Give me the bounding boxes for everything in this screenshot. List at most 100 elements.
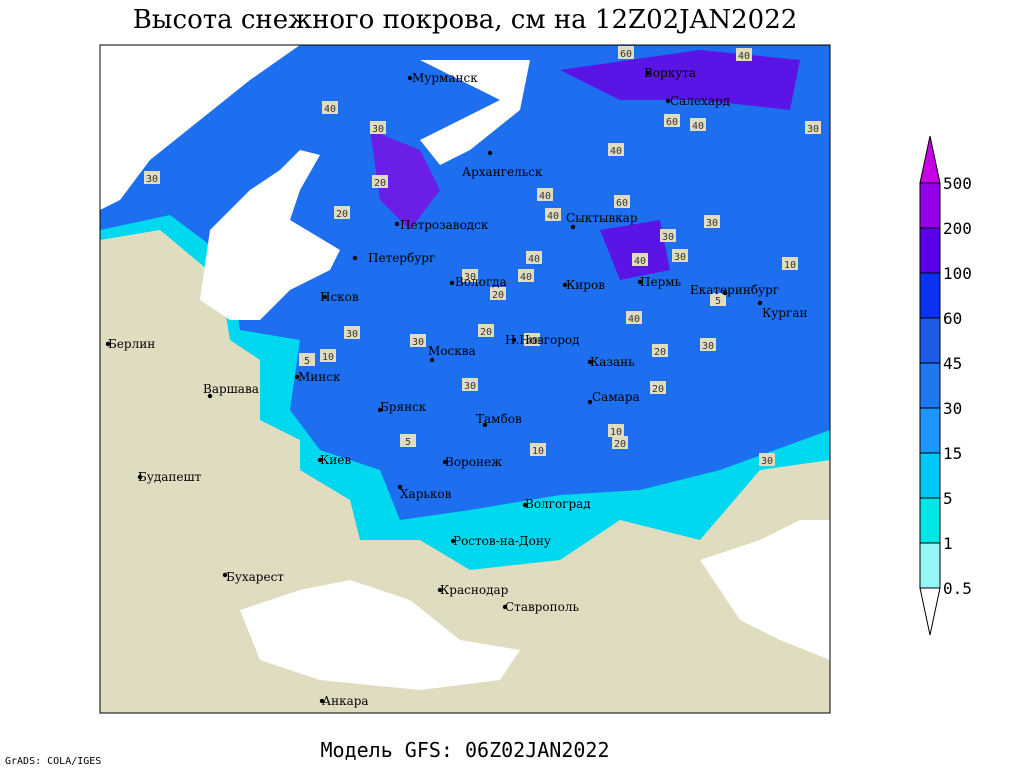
- contour-label-box: [334, 206, 350, 219]
- barents-sea: [420, 60, 530, 165]
- contour-label: 40: [526, 336, 538, 347]
- city-dot: [757, 300, 763, 306]
- city-label: Будапешт: [138, 470, 202, 484]
- city-label: Киров: [566, 278, 605, 292]
- contour-label-box: [660, 229, 676, 242]
- contour-label-box: [370, 121, 386, 134]
- city-label: Киев: [320, 453, 351, 467]
- contour-label-box: [526, 251, 542, 264]
- contour-label-box: [672, 249, 688, 262]
- city-label: Н.Новгород: [505, 333, 580, 347]
- contour-label: 30: [674, 252, 686, 263]
- colorbar-label: 5: [943, 489, 953, 508]
- contour-label: 60: [666, 117, 678, 128]
- city-label: Архангельск: [462, 165, 543, 179]
- city-label: Ростов-на-Дону: [453, 534, 551, 548]
- caspian-sea: [700, 520, 830, 660]
- contour-label-box: [664, 114, 680, 127]
- contour-label: 40: [692, 121, 704, 132]
- contour-label-box: [144, 171, 160, 184]
- contour-label-box: [608, 143, 624, 156]
- city-dot: [294, 374, 300, 380]
- city-label: Самара: [592, 390, 640, 404]
- snow-deep: [600, 220, 670, 280]
- colorbar-label: 100: [943, 264, 972, 283]
- city-dot: [105, 341, 111, 347]
- city-dot: [449, 280, 455, 286]
- city-dot: [137, 474, 143, 480]
- contour-label: 30: [464, 381, 476, 392]
- map-frame: [99, 44, 831, 714]
- city-label: Воронеж: [445, 455, 502, 469]
- city-label: Псков: [320, 290, 359, 304]
- city-dot: [450, 538, 456, 544]
- colorbar-label: 0.5: [943, 579, 972, 598]
- contour-label-box: [736, 48, 752, 61]
- city-label: Ставрополь: [505, 600, 579, 614]
- contour-label: 10: [610, 427, 622, 438]
- city-dot: [487, 150, 493, 156]
- city-dot: [377, 407, 383, 413]
- city-dot: [352, 255, 358, 261]
- snow-deep: [370, 130, 440, 230]
- colorbar-segment: [919, 227, 941, 274]
- contour-label: 20: [492, 290, 504, 301]
- city-label: Петрозаводск: [400, 218, 489, 232]
- model-caption: Модель GFS: 06Z02JAN2022: [321, 738, 610, 762]
- contour-label: 20: [614, 439, 626, 450]
- contour-label-box: [700, 338, 716, 351]
- contour-label-box: [782, 257, 798, 270]
- city-dot: [222, 572, 228, 578]
- contour-label: 30: [146, 174, 158, 185]
- colorbar-label: 500: [943, 174, 972, 193]
- colorbar-label: 45: [943, 354, 962, 373]
- city-dot: [207, 393, 213, 399]
- city-dot: [482, 422, 488, 428]
- contour-label-box: [650, 381, 666, 394]
- snow-deep: [560, 50, 800, 110]
- city-label: Петербург: [368, 251, 435, 265]
- contour-label: 40: [628, 314, 640, 325]
- city-label: Волгоград: [525, 497, 591, 511]
- city-dot: [645, 70, 651, 76]
- contour-label: 10: [784, 260, 796, 271]
- city-label: Вологда: [455, 275, 507, 289]
- city-label: Екатеринбург: [690, 283, 779, 297]
- contour-label: 20: [374, 178, 386, 189]
- contour-label: 40: [547, 211, 559, 222]
- contour-label-box: [805, 121, 821, 134]
- black-sea: [240, 580, 520, 690]
- contour-label-box: [462, 378, 478, 391]
- contour-label: 10: [532, 446, 544, 457]
- contour-label-box: [652, 344, 668, 357]
- city-dot: [665, 98, 671, 104]
- colorbar-label: 200: [943, 219, 972, 238]
- contour-label-box: [299, 353, 315, 366]
- city-dot: [317, 457, 323, 463]
- contour-label: 20: [652, 384, 664, 395]
- colorbar-segment: [919, 362, 941, 409]
- contour-label-box: [372, 175, 388, 188]
- contour-label-box: [320, 349, 336, 362]
- contour-label-box: [618, 46, 634, 59]
- contour-label-box: [632, 253, 648, 266]
- city-dot: [429, 357, 435, 363]
- contour-label: 40: [324, 104, 336, 115]
- colorbar-segment: [919, 452, 941, 499]
- city-label: Тамбов: [476, 412, 522, 426]
- colorbar-low-end: [919, 587, 941, 636]
- city-label: Брянск: [380, 400, 427, 414]
- city-dot: [442, 459, 448, 465]
- contour-label-box: [608, 424, 624, 437]
- contour-label: 30: [464, 272, 476, 283]
- contour-label: 30: [346, 329, 358, 340]
- colorbar-label: 1: [943, 534, 953, 553]
- contour-label: 30: [662, 232, 674, 243]
- colorbar-segment: [919, 542, 941, 589]
- contour-label-box: [710, 293, 726, 306]
- city-dot: [437, 587, 443, 593]
- colorbar-segment: [919, 497, 941, 544]
- contour-label-box: [462, 269, 478, 282]
